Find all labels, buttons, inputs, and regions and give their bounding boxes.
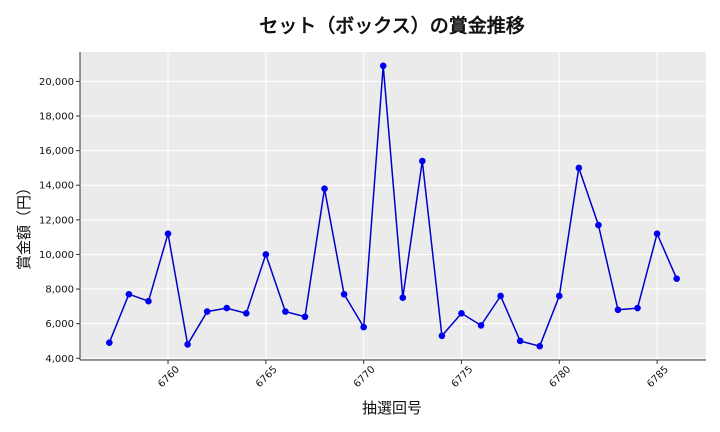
x-tick-label: 6785 [645,364,671,390]
y-tick-label: 20,000 [39,77,74,88]
data-point [223,304,231,312]
x-axis-label: 抽選回号 [362,399,422,417]
y-tick-label: 14,000 [39,181,74,192]
y-tick-label: 4,000 [45,354,74,365]
data-point [379,62,387,70]
data-point [458,309,465,317]
data-point [634,304,641,312]
data-point [145,297,152,305]
data-point [595,221,602,229]
data-point [301,313,309,321]
x-tick-label: 6780 [547,364,573,390]
data-point [575,164,583,172]
data-point [360,323,367,331]
data-point [321,185,328,192]
y-tick-label: 18,000 [39,112,74,123]
data-point [438,332,446,340]
data-point [164,230,172,237]
data-point [203,308,211,315]
y-tick-label: 6,000 [45,319,74,330]
plot-area [80,52,706,360]
data-point [516,337,524,345]
data-point [673,275,680,282]
series-path [108,65,678,348]
y-tick-label: 8,000 [45,285,74,296]
data-point [242,309,250,317]
data-point [477,322,485,329]
data-point [262,251,270,258]
data-point [497,292,504,300]
y-tick-label: 12,000 [39,215,74,226]
chart-title: セット（ボックス）の賞金推移 [259,14,524,37]
data-point [125,290,133,298]
data-point [536,342,544,350]
data-point [184,341,191,348]
y-tick-label: 16,000 [39,146,74,157]
data-point [653,230,661,237]
y-axis-label: 賞金額（円） [15,180,33,270]
data-point [614,306,622,314]
data-point [282,308,289,315]
series-line [106,62,680,350]
data-point [106,339,113,346]
data-point [340,290,348,298]
data-point [419,157,426,165]
x-tick-label: 6765 [254,364,280,390]
x-tick-label: 6770 [352,364,378,390]
y-tick-label: 10,000 [39,250,74,261]
data-point [555,292,563,300]
x-tick-label: 6775 [450,364,476,390]
data-point [399,294,407,302]
x-tick-label: 6760 [156,364,182,390]
